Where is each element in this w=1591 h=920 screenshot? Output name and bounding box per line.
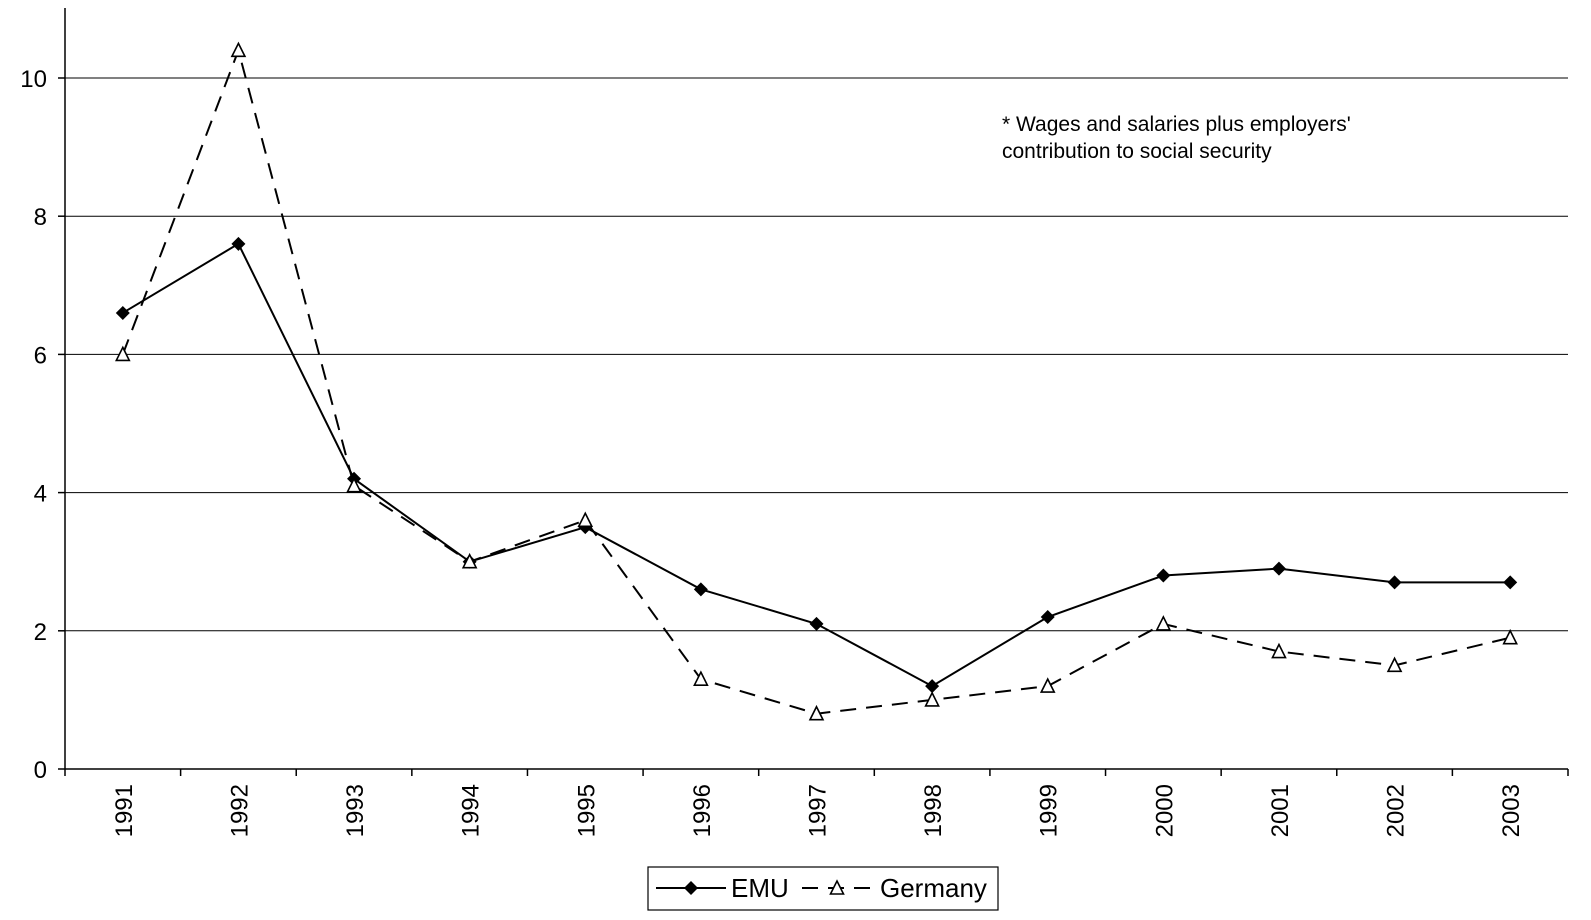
data-point-emu-2001: [1271, 561, 1286, 576]
annotation-note: * Wages and salaries plus employers' con…: [1002, 113, 1357, 163]
data-point-emu-1996: [693, 582, 708, 597]
annotation-line-1: * Wages and salaries plus employers': [1002, 113, 1351, 136]
data-point-germany-1998: [924, 691, 940, 707]
annotation-line-2: contribution to social security: [1002, 140, 1272, 163]
x-axis-ticks: 1991 1992 1993 1994 1995 1996 1997 1998 1999 2000…: [64, 769, 1569, 837]
x-tick-label-1999: 1999: [1036, 784, 1063, 837]
legend: EMU Germany: [647, 866, 999, 911]
data-point-emu-2000: [1156, 568, 1171, 583]
data-point-germany-1992: [230, 41, 247, 58]
data-point-germany-2001: [1271, 642, 1287, 659]
series-germany: [115, 41, 1518, 721]
data-point-emu-1991: [115, 305, 130, 320]
data-point-emu-1992: [231, 236, 246, 251]
data-point-germany-1999: [1039, 677, 1056, 693]
data-point-emu-1999: [1040, 609, 1055, 624]
data-point-germany-1996: [693, 670, 709, 686]
x-tick-label-1997: 1997: [805, 784, 832, 837]
x-tick-label-1993: 1993: [342, 784, 369, 837]
x-tick-label-1998: 1998: [920, 784, 947, 837]
grid-lines: [65, 77, 1568, 632]
y-axis-ticks: 0 2 4 6 8 10: [20, 66, 65, 784]
data-point-germany-2003: [1502, 628, 1518, 645]
x-tick-label-1991: 1991: [111, 784, 138, 837]
data-point-emu-2003: [1503, 575, 1518, 590]
data-point-germany-2000: [1155, 615, 1172, 631]
y-tick-label-6: 6: [34, 342, 47, 369]
x-tick-label-2003: 2003: [1498, 784, 1525, 837]
data-point-germany-1994: [461, 552, 478, 569]
x-tick-label-1992: 1992: [226, 784, 253, 837]
data-point-germany-1993: [346, 476, 362, 493]
x-tick-label-1994: 1994: [458, 784, 485, 837]
legend-emu-label: EMU: [731, 873, 789, 903]
data-point-emu-1998: [925, 679, 940, 694]
data-point-germany-1991: [115, 345, 131, 362]
y-tick-label-10: 10: [20, 66, 47, 93]
x-tick-label-1995: 1995: [573, 784, 600, 837]
x-tick-label-2000: 2000: [1151, 784, 1178, 837]
y-tick-label-2: 2: [34, 619, 47, 646]
axes: [64, 8, 1568, 770]
data-point-emu-2002: [1387, 575, 1402, 590]
legend-germany-label: Germany: [880, 873, 987, 903]
x-tick-label-2001: 2001: [1267, 784, 1294, 837]
series-line-germany: [121, 47, 1511, 715]
data-point-germany-2002: [1386, 656, 1403, 673]
y-tick-label-8: 8: [34, 204, 47, 231]
series-emu: [115, 236, 1518, 694]
data-point-germany-1997: [808, 704, 825, 721]
x-tick-label-2002: 2002: [1383, 784, 1410, 837]
x-tick-label-1996: 1996: [689, 784, 716, 837]
legend-germany-marker: [829, 879, 845, 895]
series-layer: [115, 41, 1518, 721]
legend-emu-marker: [684, 881, 698, 895]
data-point-emu-1997: [809, 616, 824, 631]
y-tick-label-4: 4: [34, 481, 47, 508]
data-point-germany-1995: [577, 511, 594, 528]
y-tick-label-0: 0: [34, 757, 47, 784]
